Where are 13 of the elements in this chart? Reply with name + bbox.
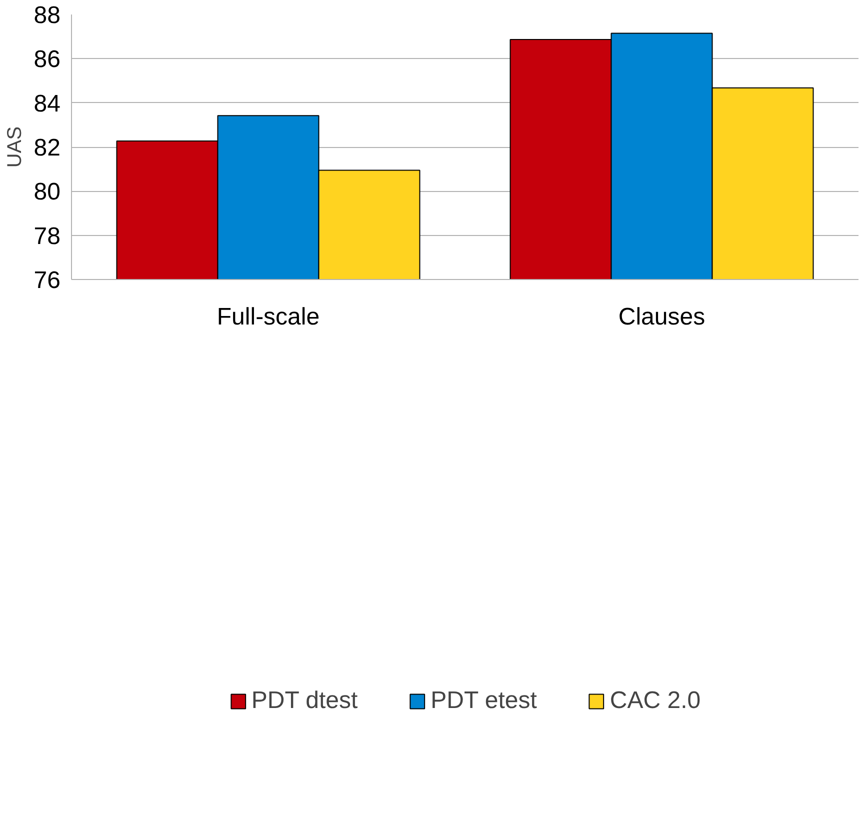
legend-label: PDT dtest bbox=[251, 687, 358, 715]
x-tick-label: Clauses bbox=[618, 304, 706, 330]
y-tick-label: 80 bbox=[34, 178, 61, 206]
y-tick-label: 76 bbox=[34, 267, 61, 294]
y-tick-label: 82 bbox=[34, 134, 61, 162]
y-axis-title: UAS bbox=[4, 126, 26, 168]
y-tick-label: 84 bbox=[34, 90, 61, 118]
legend-label: PDT etest bbox=[430, 687, 537, 715]
x-tick-label: Full-scale bbox=[216, 304, 320, 330]
y-tick-label: 86 bbox=[34, 46, 61, 74]
legend-label: CAC 2.0 bbox=[610, 687, 701, 715]
y-tick-label: 78 bbox=[34, 222, 61, 250]
y-tick-label: 88 bbox=[34, 2, 61, 29]
